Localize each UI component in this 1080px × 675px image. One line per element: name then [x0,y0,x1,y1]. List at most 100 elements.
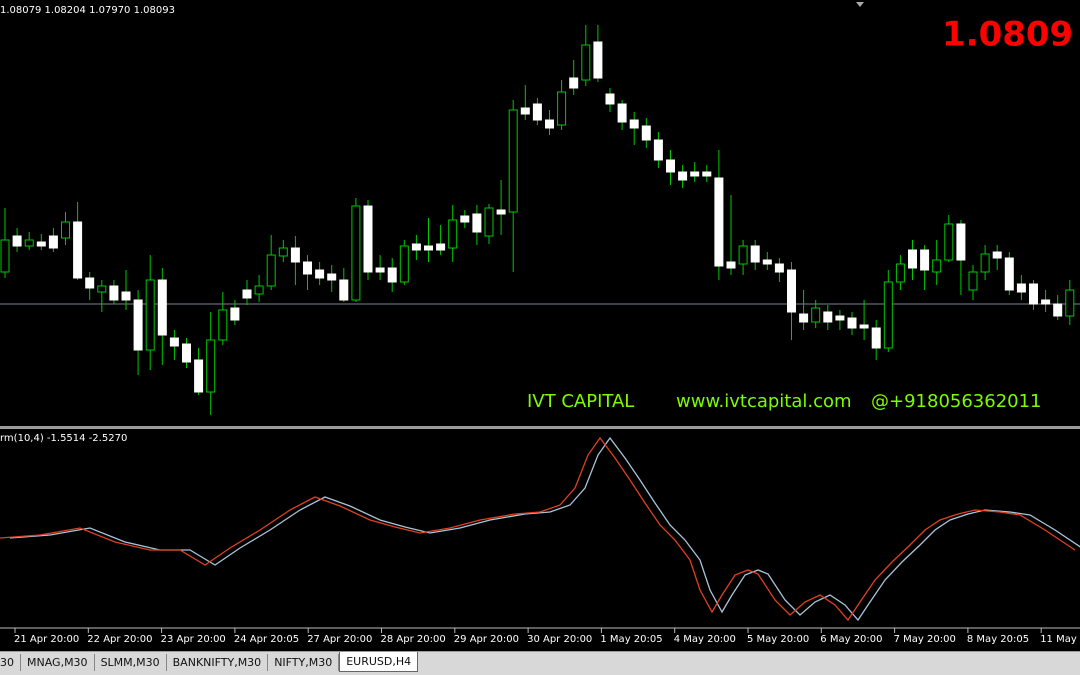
candle-body [460,215,470,223]
ohlc-header: 1.08079 1.08204 1.07970 1.08093 [0,5,175,16]
candle-body [605,93,615,105]
candle-body [448,219,458,249]
candle-body [968,271,978,291]
candle-body [908,249,917,269]
candle-body [617,103,627,123]
candle-body [169,337,179,347]
candle-body [339,279,349,301]
candle-body [351,205,361,301]
candle-body [992,251,1002,259]
chart-tab[interactable]: SLMM,M30 [95,654,167,671]
candle-body [641,125,651,141]
watermark-phone: @+918056362011 [871,391,1042,412]
window-separator [0,426,1080,429]
candle-body [956,223,966,261]
indicator-label: rm(10,4) -1.5514 -2.5270 [0,433,127,444]
time-label: 1 May 20:05 [600,634,662,645]
time-label: 5 May 20:00 [747,634,809,645]
candle-body [653,139,663,161]
main-line [0,436,1076,622]
candle-body [424,245,433,251]
candle-body [895,263,905,283]
candle-body [194,359,204,393]
tab-bar: 30 MNAG,M30 SLMM,M30 BANKNIFTY,M30 NIFTY,M30… [0,651,1080,675]
candle-body [787,269,796,313]
candle-body [218,309,228,341]
candle-body [109,285,119,301]
candle-body [496,209,506,215]
chart-tab[interactable]: 30 [0,654,21,671]
candle-body [121,291,131,301]
candle-body [702,171,712,177]
time-label: 21 Apr 20:00 [14,634,79,645]
candle-body [363,205,373,273]
candle-body [411,243,421,251]
candle-body [593,41,603,79]
candle-body [278,247,288,257]
time-label: 11 May 20:00 [1040,634,1080,645]
candle-body [1004,257,1014,291]
current-price: 1.0809 [942,15,1073,55]
candle-body [726,261,736,269]
oscillator [0,436,1080,622]
time-label: 27 Apr 20:00 [307,634,372,645]
candle-body [375,267,385,273]
candle-body [36,241,46,247]
candle-body [847,317,857,329]
candle-body [714,177,724,267]
candle-body [823,311,833,323]
time-label: 30 Apr 20:00 [527,634,592,645]
candle-body [145,279,155,351]
shift-marker [856,2,864,7]
candle-body [774,263,784,273]
candles [0,25,1075,415]
candle-body [48,235,58,249]
time-label: 7 May 20:00 [894,634,956,645]
watermark-name: IVT CAPITAL [527,391,634,412]
chart-tab[interactable]: NIFTY,M30 [268,654,340,671]
candle-body [1065,289,1075,317]
candle-body [12,235,22,247]
chart-area: 1.08079 1.08204 1.07970 1.08093 1.0809 I… [0,2,1080,645]
candle-body [85,277,95,289]
chart-tab[interactable]: MNAG,M30 [21,654,95,671]
candle-body [315,269,325,279]
candle-body [545,119,554,129]
candle-body [290,247,300,263]
candle-body [581,44,591,81]
candle-body [0,239,10,273]
candle-body [520,107,530,115]
candle-body [242,289,252,299]
time-label: 23 Apr 20:00 [161,634,226,645]
candle-body [799,313,809,323]
candle-body [387,267,397,283]
candle-body [883,281,893,349]
time-label: 22 Apr 20:00 [87,634,152,645]
chart-tab[interactable]: EURUSD,H4 [339,652,419,672]
candle-body [666,159,675,173]
candle-body [472,213,482,233]
candle-body [182,343,191,363]
candle-body [484,207,494,237]
candle-body [920,249,930,271]
candle-body [871,327,881,349]
time-label: 8 May 20:05 [967,634,1029,645]
candle-body [61,221,70,239]
candle-body [157,279,167,336]
candle-body [436,243,446,251]
candle-body [762,259,772,265]
candle-body [811,307,821,323]
candle-body [532,103,542,121]
time-label: 28 Apr 20:00 [381,634,446,645]
candle-body [557,91,567,126]
chart-tab[interactable]: BANKNIFTY,M30 [167,654,269,671]
candle-body [859,324,869,329]
time-axis: 21 Apr 20:00 22 Apr 20:00 23 Apr 20:00 24 A… [14,628,1080,645]
candle-body [629,119,639,129]
candle-body [327,273,337,281]
candle-body [24,239,34,247]
candle-body [750,245,760,263]
candle-body [690,171,700,177]
candle-body [1016,283,1026,293]
